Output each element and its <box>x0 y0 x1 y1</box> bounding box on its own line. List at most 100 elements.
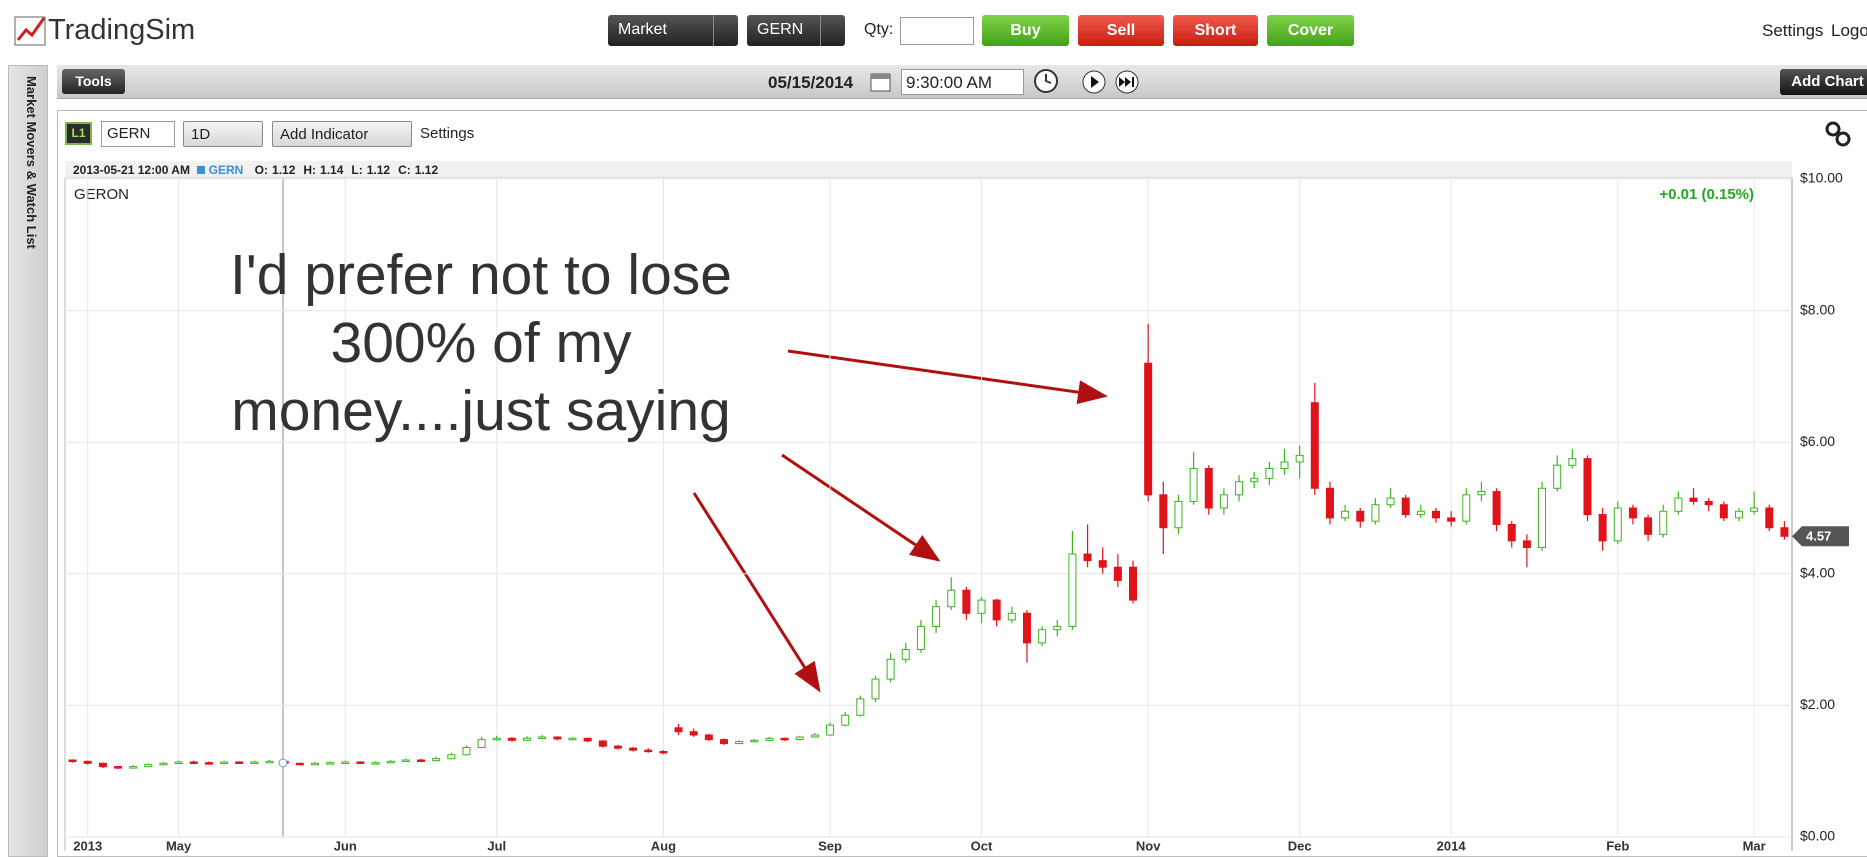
candle-body <box>1129 566 1138 601</box>
logo: TradingSim <box>48 14 196 46</box>
y-tick-label: $6.00 <box>1800 433 1835 449</box>
x-tick-label: Aug <box>651 838 676 853</box>
chart-settings[interactable]: Settings <box>420 125 475 142</box>
candle-body <box>674 727 683 733</box>
qty-input[interactable] <box>900 17 974 45</box>
arrow <box>781 453 941 562</box>
candle-body <box>477 739 486 749</box>
candle-body <box>826 724 835 736</box>
date[interactable]: 05/15/2014 <box>768 73 854 92</box>
arrow <box>787 349 1108 405</box>
candle-body <box>1371 504 1380 522</box>
candle-body <box>220 761 229 764</box>
ohlc-value: 1.14 <box>320 163 344 177</box>
candle-body <box>447 754 456 760</box>
last-price-tag <box>1792 526 1849 547</box>
candle-body <box>886 658 895 680</box>
candle-body <box>735 741 744 745</box>
candle-body <box>1553 464 1562 489</box>
interval-select[interactable]: 1D <box>183 121 263 147</box>
chart-symbol-input[interactable]: GERN <box>101 121 175 147</box>
sell-button[interactable]: Sell <box>1078 15 1164 46</box>
candle-body <box>356 761 365 764</box>
settings-link[interactable]: Settings <box>1762 21 1824 40</box>
add-indicator[interactable]: Add Indicator <box>272 121 412 147</box>
candle-body <box>1674 497 1683 512</box>
candle-body <box>1083 553 1092 562</box>
candle-body <box>295 762 304 766</box>
candle-body <box>1235 481 1244 496</box>
order-type[interactable]: Market <box>608 15 738 46</box>
candle-body <box>1310 402 1319 489</box>
candle-body <box>1098 560 1107 568</box>
y-tick-label: $4.00 <box>1800 565 1835 581</box>
candle-body <box>659 750 668 754</box>
link-icon[interactable] <box>1824 120 1852 148</box>
candle-body <box>932 606 941 627</box>
candle-body <box>1401 497 1410 516</box>
candle-body <box>417 759 426 763</box>
candle-body <box>1053 625 1062 631</box>
candle-body <box>1356 510 1365 522</box>
qty-label: Qty: <box>864 21 894 38</box>
logout-link[interactable]: Logo <box>1831 21 1867 40</box>
candle-body <box>765 737 774 741</box>
candle-body <box>1038 629 1047 644</box>
candle-body <box>159 762 168 766</box>
playback-controls[interactable] <box>1082 69 1142 95</box>
candle-body <box>553 736 562 740</box>
candle-body <box>401 759 410 763</box>
candle-body <box>235 761 244 764</box>
candle-body <box>1204 468 1213 509</box>
candle-body <box>326 762 335 765</box>
clock-icon[interactable] <box>1033 68 1059 94</box>
x-tick-label: Mar <box>1743 838 1766 853</box>
y-tick-label: $0.00 <box>1800 828 1835 844</box>
candle-body <box>1295 454 1304 463</box>
candle-body <box>1734 510 1743 519</box>
ohlc-value: 1.12 <box>272 163 296 177</box>
candle-body <box>250 761 259 764</box>
level-icon[interactable]: L1 <box>65 122 92 145</box>
candle-body <box>1644 517 1653 535</box>
x-tick-label: Feb <box>1606 838 1629 853</box>
x-tick-label: May <box>166 838 192 853</box>
candle-body <box>1144 362 1153 496</box>
candle-body <box>1538 487 1547 548</box>
candle-body <box>1007 612 1016 621</box>
candle-body <box>629 747 638 751</box>
buy-button[interactable]: Buy <box>982 15 1069 46</box>
candle-body <box>841 714 850 726</box>
x-tick-label: Jul <box>487 838 506 853</box>
candle-body <box>977 599 986 614</box>
candle-body <box>129 766 138 769</box>
tools-button[interactable]: Tools <box>62 69 125 94</box>
candle-body <box>189 761 198 764</box>
candle-body <box>1068 553 1077 627</box>
calendar-icon[interactable] <box>870 71 892 93</box>
info-date: 2013-05-21 12:00 AM <box>73 163 190 177</box>
candle-body <box>992 599 1001 621</box>
candle-body <box>1447 517 1456 522</box>
ohlc-value: 1.12 <box>414 163 439 177</box>
candle-body <box>644 749 653 753</box>
candle-body <box>795 736 804 741</box>
add-chart-button[interactable]: Add Chart <box>1780 69 1867 95</box>
candle-body <box>1613 507 1622 542</box>
sidebar[interactable]: Market Movers & Watch List <box>8 65 48 857</box>
candle-body <box>780 737 789 741</box>
candle-body <box>1750 507 1759 512</box>
candle-body <box>1462 494 1471 522</box>
info-symbol: GERN <box>208 163 244 177</box>
cover-button[interactable]: Cover <box>1267 15 1354 46</box>
candle-body <box>1250 477 1259 483</box>
symbol-select[interactable]: GERN <box>747 15 845 46</box>
short-button[interactable]: Short <box>1173 15 1258 46</box>
candle-body <box>1507 523 1516 542</box>
arrow <box>692 492 821 693</box>
time-input[interactable]: 9:30:00 AM <box>901 69 1024 95</box>
candle-body <box>1765 507 1774 529</box>
candle-body <box>1189 468 1198 502</box>
candle-body <box>810 734 819 738</box>
